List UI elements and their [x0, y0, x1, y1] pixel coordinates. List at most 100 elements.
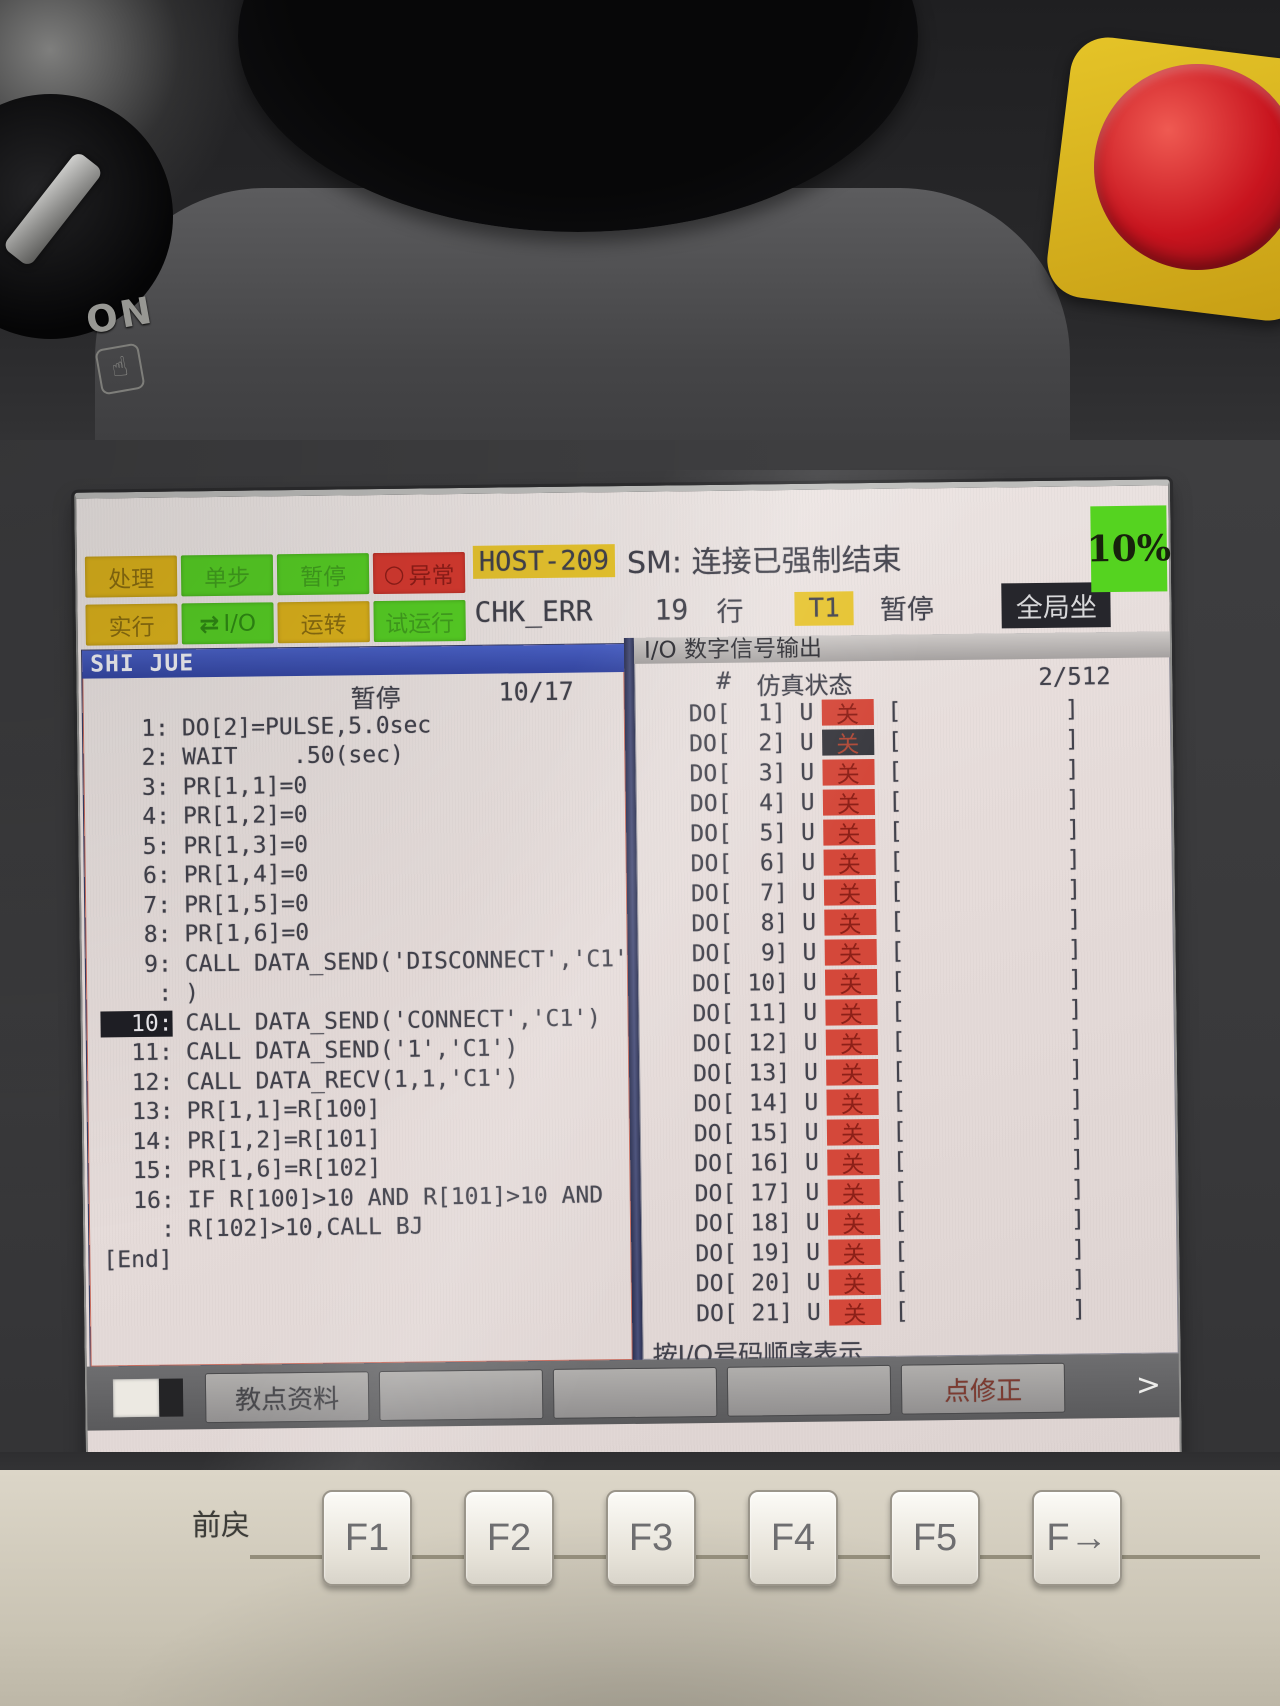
- led-label: 运转: [300, 611, 347, 639]
- io-row[interactable]: DO[ 21] U 关 [ ]: [642, 1293, 1178, 1330]
- status-led: 暂停: [276, 553, 370, 596]
- io-bracket-close: ]: [1065, 726, 1080, 753]
- io-bracket-close: ]: [1070, 1146, 1085, 1173]
- io-state-cell: 关: [828, 1268, 881, 1298]
- io-bracket-open: [: [888, 788, 903, 815]
- io-label: DO[ 5] U: [690, 819, 816, 848]
- io-state-cell: 关: [827, 1208, 880, 1238]
- program-line[interactable]: [End]: [89, 1239, 631, 1275]
- io-bracket-close: ]: [1068, 996, 1083, 1023]
- io-state-cell: 关: [827, 1178, 880, 1208]
- io-bracket-open: [: [893, 1178, 908, 1205]
- softkey-row: 教点资料 点修正: [204, 1362, 1066, 1424]
- io-bracket-close: ]: [1068, 1026, 1083, 1053]
- key-f1[interactable]: F1: [322, 1490, 412, 1586]
- io-bracket-open: [: [889, 908, 905, 935]
- key-f2[interactable]: F2: [464, 1490, 554, 1586]
- io-state-cell: 关: [822, 818, 876, 848]
- io-state-cell: 关: [823, 848, 876, 878]
- line-number: 2:: [141, 744, 170, 772]
- io-bracket-open: [: [894, 1298, 909, 1325]
- io-state-cell: 关: [821, 698, 874, 728]
- io-label: DO[ 13] U: [693, 1059, 818, 1088]
- softkey-more-arrow[interactable]: >: [1135, 1367, 1162, 1403]
- io-label: DO[ 11] U: [692, 999, 818, 1028]
- program-position: 10/17: [498, 676, 574, 707]
- softkey-button-3[interactable]: [552, 1366, 718, 1419]
- header-line-2: CHK_ERR 19 行 T1 暂停 全局坐: [474, 582, 1112, 635]
- key-f3[interactable]: F3: [606, 1490, 696, 1586]
- io-state-cell: 关: [826, 1088, 879, 1118]
- emergency-stop-button[interactable]: [1094, 64, 1280, 270]
- io-label: DO[ 4] U: [689, 789, 815, 818]
- run-state: 暂停: [879, 594, 935, 626]
- io-label: DO[ 2] U: [689, 729, 814, 758]
- pendant-housing-top: ON ☝: [0, 0, 1280, 478]
- softkey-page-indicator-dark: [158, 1378, 184, 1417]
- line-number: 1:: [141, 715, 170, 742]
- softkey-button-1[interactable]: 教点资料: [204, 1371, 370, 1424]
- io-label: DO[ 15] U: [693, 1119, 819, 1148]
- io-bracket-close: ]: [1072, 1296, 1087, 1323]
- line-number: 6:: [142, 862, 171, 890]
- key-f5[interactable]: F5: [890, 1490, 980, 1586]
- io-bracket-close: ]: [1071, 1206, 1086, 1233]
- line-text: PR[1,5]=0: [183, 890, 309, 919]
- program-lines: 1: DO[2]=PULSE,5.0sec 2: WAIT .50(sec) 3…: [83, 708, 632, 1275]
- line-text: IF R[100]>10 AND R[101]>10 AND: [187, 1182, 604, 1214]
- io-bracket-close: ]: [1066, 846, 1081, 873]
- io-label: DO[ 14] U: [693, 1089, 819, 1118]
- line-text: PR[1,6]=R[102]: [187, 1155, 382, 1184]
- io-bracket-close: ]: [1071, 1266, 1086, 1293]
- io-label: DO[ 8] U: [691, 909, 817, 938]
- io-state-cell: 关: [828, 1298, 881, 1328]
- io-bracket-open: [: [888, 758, 903, 785]
- hand-icon: ☝: [94, 342, 146, 396]
- io-bracket-open: [: [893, 1238, 909, 1265]
- key-fnext[interactable]: F→: [1032, 1490, 1122, 1586]
- io-header-row: # 仿真状态 2/512: [634, 657, 1170, 700]
- line-number: [End]: [103, 1246, 173, 1274]
- io-bracket-open: [: [889, 878, 904, 905]
- io-bracket-open: [: [890, 938, 905, 965]
- line-word: 行: [716, 596, 744, 628]
- led-label: 处理: [107, 566, 155, 593]
- line-number-value: 19: [654, 593, 689, 627]
- io-label: DO[ 6] U: [690, 849, 816, 878]
- line-number: 8:: [143, 921, 172, 949]
- softkey-button-2[interactable]: [378, 1369, 544, 1422]
- line-text: PR[1,4]=0: [183, 861, 309, 889]
- io-state-cell: 关: [823, 878, 876, 908]
- status-led-grid: 处理 单步 暂停 ○ 异常 实行 ⇄ I/O 运转 试运行: [84, 551, 474, 653]
- program-editor-panel: SHI JUE 暂停 10/17 1: DO[2]=PULSE,5.0sec 2…: [81, 644, 633, 1367]
- io-label: DO[ 18] U: [694, 1209, 820, 1238]
- io-bracket-open: [: [893, 1208, 908, 1235]
- io-bracket-open: [: [894, 1268, 909, 1295]
- io-label: DO[ 21] U: [695, 1299, 821, 1328]
- softkey-button-4[interactable]: [726, 1364, 892, 1417]
- line-text: PR[1,1]=R[100]: [186, 1096, 381, 1125]
- line-number: 12:: [131, 1069, 174, 1096]
- line-number: :: [161, 1216, 176, 1243]
- prev-key-label[interactable]: 前戻: [192, 1508, 251, 1542]
- header-line-1: HOST-209 SM: 连接已强制结束: [472, 535, 902, 584]
- io-label: DO[ 3] U: [689, 759, 815, 788]
- line-number: 4:: [142, 803, 171, 831]
- line-number: :: [158, 980, 173, 1007]
- io-bracket-close: ]: [1064, 696, 1079, 723]
- line-text: CALL DATA_SEND('DISCONNECT','C1': [184, 945, 629, 978]
- io-arrows-icon: ⇄: [199, 609, 220, 638]
- io-bracket-close: ]: [1069, 1086, 1084, 1113]
- io-bracket-close: ]: [1066, 816, 1081, 843]
- io-label: DO[ 17] U: [694, 1179, 820, 1208]
- line-text: CALL DATA_RECV(1,1,'C1'): [186, 1065, 519, 1096]
- speed-override-badge: 10%: [1086, 505, 1171, 593]
- line-text: PR[1,6]=0: [184, 920, 310, 948]
- softkey-button-5[interactable]: 点修正: [900, 1362, 1066, 1415]
- key-f4[interactable]: F4: [748, 1490, 838, 1586]
- io-bracket-open: [: [887, 698, 902, 725]
- io-state-cell: 关: [827, 1238, 881, 1268]
- io-bracket-close: ]: [1067, 936, 1082, 963]
- status-led: ⇄ I/O: [181, 602, 274, 645]
- line-text: DO[2]=PULSE,5.0sec: [181, 712, 432, 742]
